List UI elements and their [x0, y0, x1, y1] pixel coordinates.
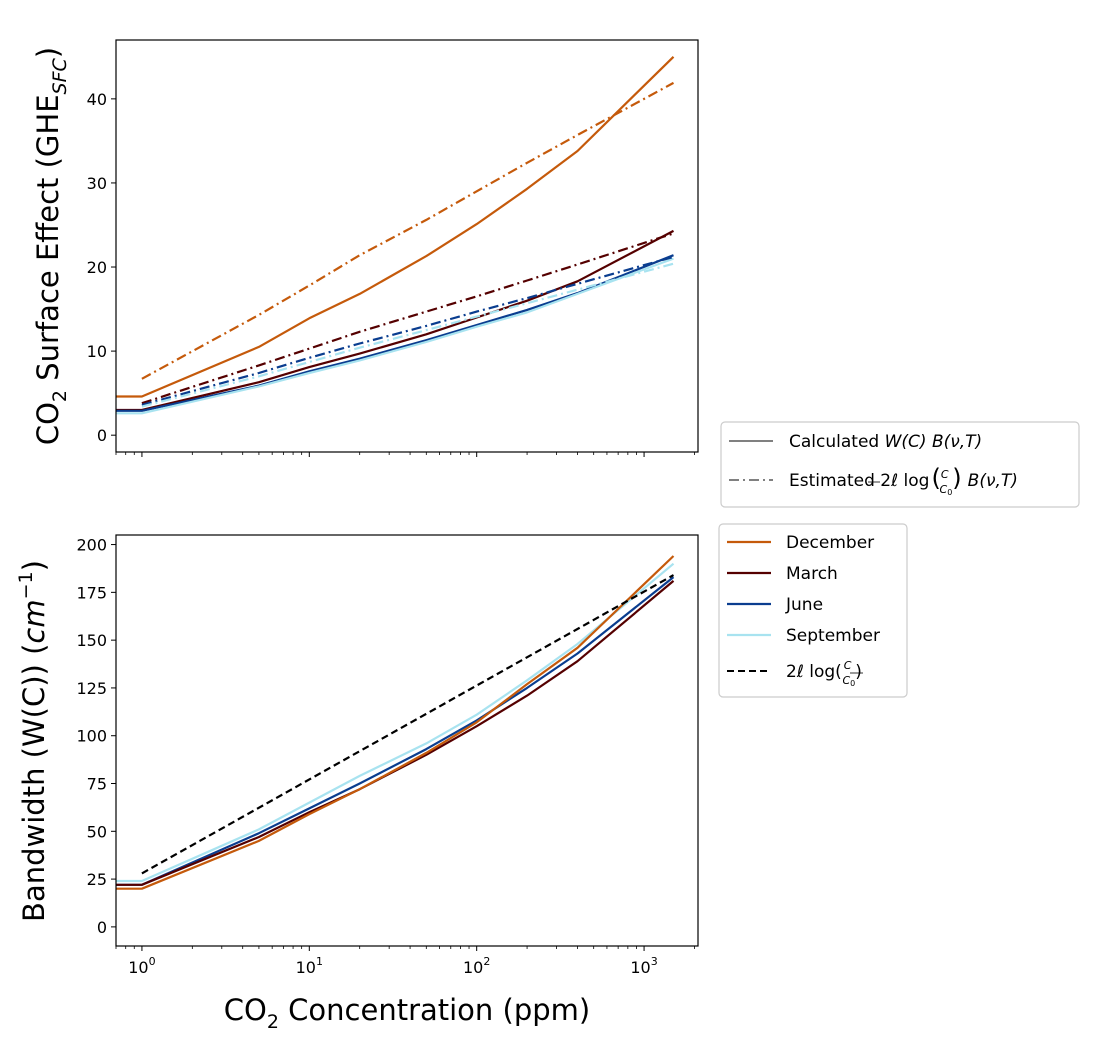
top-y-tick-label: 20	[87, 258, 107, 277]
series-line-september-calculated	[116, 257, 674, 415]
top-axes-frame	[115, 39, 699, 453]
series-line-june-calculated	[116, 254, 674, 412]
legend-line-style: Calculated W(C) B(ν,T) Estimated 2ℓ log(…	[720, 421, 1080, 508]
legend-months-frame	[718, 523, 908, 698]
top-y-axis-label: CO2 Surface Effect (GHESFC)	[31, 47, 71, 445]
bottom-y-tick-label: 75	[87, 775, 107, 794]
x-tick-label: 102	[463, 955, 490, 977]
legend-log-label: 2ℓ log(C C0)	[786, 659, 862, 688]
series-line-march-estimated	[141, 232, 674, 405]
top-y-ticks: 0 10 20 30 40	[87, 90, 116, 445]
series-line-september-estimated	[141, 262, 674, 408]
top-y-tick-label: 30	[87, 174, 107, 193]
x-tick-label: 103	[630, 955, 657, 977]
bottom-y-tick-label: 50	[87, 822, 107, 841]
x-tick-label: 100	[128, 955, 155, 977]
bottom-y-axis-label: Bandwidth (W(C)) (cm−1)	[15, 560, 51, 922]
bottom-plot-area	[116, 555, 675, 890]
top-panel: 0 10 20 30 40 CO2 Surface Effect (GHESFC)	[31, 39, 699, 457]
legend-line-style-frame	[720, 421, 1080, 508]
bottom-panel: 0 25 50 75 100 125 150 175 200 100 101 102 103 Band…	[15, 534, 699, 1033]
bottom-y-tick-label: 125	[76, 679, 107, 698]
legend-months: December March June September 2ℓ log(C C0)	[718, 523, 908, 698]
series-line-june	[116, 576, 675, 886]
series-line-december-estimated	[141, 81, 675, 380]
series-line-september	[116, 562, 675, 883]
legend-label-march: March	[786, 564, 838, 584]
bottom-x-ticks: 100 101 102 103	[115, 946, 695, 977]
series-line-june-estimated	[141, 255, 674, 406]
top-y-tick-label: 0	[97, 426, 107, 445]
bottom-y-ticks: 0 25 50 75 100 125 150 175 200	[76, 536, 116, 937]
series-line-december-calculated	[116, 56, 675, 398]
bottom-y-tick-label: 175	[76, 583, 107, 602]
legend-month-items: December March June September	[727, 533, 880, 646]
x-axis-label: CO2 Concentration (ppm)	[224, 993, 590, 1033]
legend-calculated-label: Calculated W(C) B(ν,T)	[789, 432, 982, 452]
x-tick-label: 101	[296, 955, 323, 977]
series-line-december	[116, 555, 675, 890]
bottom-axes-frame	[115, 534, 699, 947]
legend-label-december: December	[786, 533, 874, 553]
top-plot-area	[116, 56, 675, 415]
legend-label-june: June	[785, 595, 823, 615]
legend-estimated-label: Estimated 2ℓ log(C C0) B(ν,T)	[789, 464, 1018, 497]
series-line-2-log-c-c0-	[141, 574, 675, 875]
legend-label-september: September	[786, 626, 880, 646]
top-x-ticks	[115, 452, 695, 457]
bottom-y-tick-label: 25	[87, 870, 107, 889]
bottom-y-tick-label: 200	[76, 536, 107, 555]
top-y-tick-label: 40	[87, 90, 107, 109]
top-y-tick-label: 10	[87, 342, 107, 361]
bottom-y-tick-label: 100	[76, 727, 107, 746]
bottom-y-tick-label: 150	[76, 631, 107, 650]
bottom-y-tick-label: 0	[97, 918, 107, 937]
